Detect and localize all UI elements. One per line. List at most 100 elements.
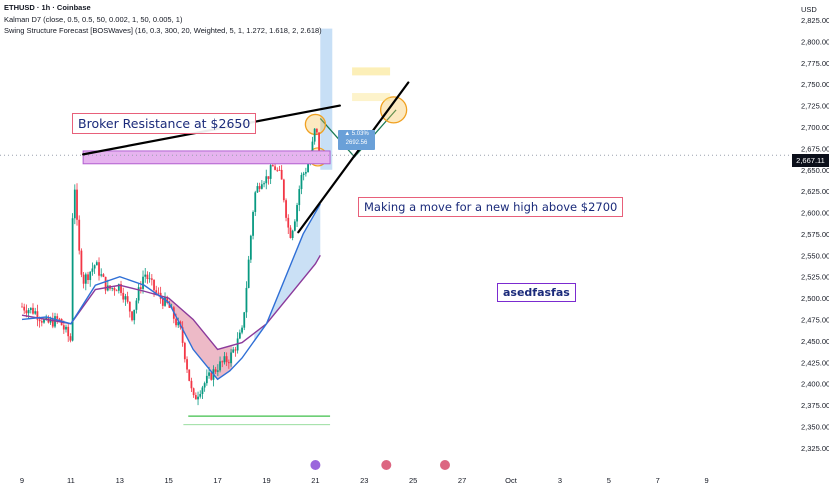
candle-body [161, 298, 164, 306]
candle-body [67, 326, 70, 337]
swing-indicator-label[interactable]: Swing Structure Forecast [BOSWaves] (16,… [4, 26, 322, 35]
x-tick-label: 21 [311, 476, 319, 485]
event-icon [310, 460, 321, 470]
watermark-annotation[interactable]: asedfasfas [497, 283, 576, 302]
candle-body [227, 362, 230, 364]
candle-body [80, 250, 83, 275]
candle-body [100, 274, 103, 276]
candle-body [177, 321, 180, 326]
y-tick-label: 2,750.00 [801, 80, 829, 89]
candle-body [230, 352, 232, 364]
candle-body [214, 369, 217, 372]
trend-line [297, 81, 410, 234]
candle-body [269, 165, 272, 179]
y-tick-label: 2,550.00 [801, 251, 829, 260]
y-tick-label: 2,325.00 [801, 444, 829, 453]
candle-body [23, 306, 26, 311]
candle-body [313, 128, 316, 142]
candle-body [93, 265, 96, 269]
candle-body [192, 388, 195, 396]
new-high-annotation[interactable]: Making a move for a new high above $2700 [358, 197, 624, 217]
candle-body [104, 276, 107, 291]
event-icon [439, 460, 450, 470]
candle-body [102, 274, 105, 277]
candle-body [260, 184, 263, 189]
candle-body [133, 309, 136, 321]
x-tick-label: 13 [116, 476, 124, 485]
candle-body [289, 227, 292, 238]
x-tick-label: Oct [505, 476, 518, 485]
candle-body [128, 301, 131, 312]
candle-body [120, 284, 122, 293]
candle-body [245, 287, 248, 313]
candle-body [131, 311, 133, 321]
candle-body [148, 278, 151, 280]
candle-body [25, 310, 28, 314]
forecast-projection [320, 28, 333, 170]
candle-body [84, 274, 87, 284]
candle-body [254, 192, 257, 212]
candle-body [27, 310, 30, 314]
candle-body [186, 359, 188, 370]
candle-body [188, 369, 191, 381]
y-tick-label: 2,350.00 [801, 422, 829, 431]
candle-body [219, 361, 221, 371]
broker-resistance-annotation[interactable]: Broker Resistance at $2650 [72, 113, 257, 134]
fib-level-marker [352, 93, 391, 102]
candle-body [58, 318, 61, 320]
candle-body [252, 211, 254, 236]
candle-body [175, 318, 177, 326]
x-tick-label: 9 [20, 476, 24, 485]
candle-body [280, 169, 283, 180]
candle-body [157, 292, 160, 294]
candle-body [164, 296, 166, 306]
candle-body [38, 319, 41, 322]
x-tick-label: 11 [67, 476, 75, 485]
candle-body [155, 290, 158, 293]
y-tick-label: 2,800.00 [801, 37, 829, 46]
candle-body [56, 316, 59, 319]
kalman-band [168, 298, 233, 380]
candle-body [78, 219, 81, 251]
candle-body [274, 166, 276, 170]
candle-body [285, 200, 287, 218]
candle-body [203, 383, 206, 388]
x-tick-label: 15 [165, 476, 173, 485]
candle-body [311, 141, 314, 158]
candle-body [181, 327, 184, 343]
candle-body [225, 356, 228, 363]
resistance-zone [82, 150, 331, 165]
candle-body [278, 169, 281, 171]
candle-body [51, 319, 54, 327]
y-tick-label: 2,475.00 [801, 315, 829, 324]
candle-body [287, 217, 290, 228]
candle-body [91, 268, 94, 272]
candle-body [282, 179, 285, 201]
candle-body [43, 319, 45, 323]
x-tick-label: 17 [213, 476, 221, 485]
x-tick-label: 7 [656, 476, 660, 485]
candle-body [111, 288, 114, 289]
candle-body [65, 326, 67, 330]
candle-body [210, 372, 213, 380]
y-tick-label: 2,825.00 [801, 16, 829, 25]
symbol-title[interactable]: ETHUSD · 1h · Coinbase [4, 3, 91, 12]
forecast-stats-box: ▲ 5.03% 2692.56 [338, 130, 375, 150]
candle-body [153, 279, 155, 291]
time-axis[interactable]: 9 11 13 15 17 19 21 23 25 27 Oct 3 5 7 9 [20, 460, 709, 485]
kalman-indicator-label[interactable]: Kalman D7 (close, 0.5, 0.5, 50, 0.002, 1… [4, 15, 183, 24]
candle-body [265, 176, 268, 184]
candle-body [197, 396, 199, 400]
candle-body [291, 230, 294, 238]
candle-body [190, 380, 193, 389]
last-price-tag: 2,667.11 [792, 154, 829, 167]
event-icon [381, 460, 392, 470]
candle-body [98, 262, 100, 276]
x-tick-label: 9 [705, 476, 709, 485]
forecast-target: 2692.56 [345, 140, 368, 146]
candle-body [117, 284, 120, 291]
price-axis[interactable]: 2,825.00 2,800.00 2,775.00 2,750.00 2,725.00… [801, 16, 829, 453]
x-tick-label: 3 [558, 476, 562, 485]
candle-body [137, 287, 140, 301]
